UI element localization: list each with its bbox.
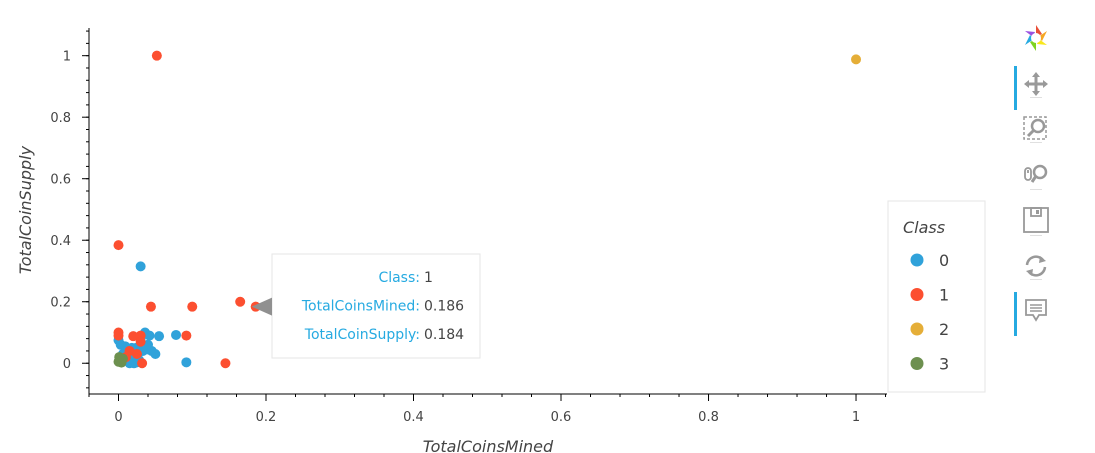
reset-tool-button[interactable] [1018, 250, 1054, 286]
y-tick-label: 0.6 [50, 173, 71, 188]
toolbar-separator [1030, 235, 1042, 236]
legend-label[interactable]: 1 [939, 286, 949, 305]
wheel-zoom-tool-button[interactable] [1018, 158, 1054, 194]
hover-icon [1022, 296, 1050, 328]
y-tick-label: 0.4 [50, 234, 71, 249]
toolbar[interactable] [1008, 22, 1068, 352]
data-point-class-3[interactable] [114, 352, 125, 363]
data-point-class-2[interactable] [851, 54, 862, 65]
box-zoom-icon [1022, 114, 1050, 146]
hover-tool-button[interactable] [1014, 292, 1054, 336]
data-point-class-1[interactable] [113, 330, 124, 341]
tooltip-value: 0.184 [424, 327, 464, 343]
reset-icon [1022, 252, 1050, 284]
data-point-class-0[interactable] [150, 349, 161, 360]
bokeh-logo-tool-button[interactable] [1018, 22, 1054, 58]
toolbar-separator [1030, 189, 1042, 190]
pan-tool-button[interactable] [1014, 66, 1054, 110]
data-point-class-0[interactable] [171, 329, 182, 340]
legend-label[interactable]: 3 [939, 355, 949, 374]
x-tick-label: 1 [852, 410, 860, 425]
data-point-class-0[interactable] [135, 261, 146, 272]
data-point-class-1[interactable] [151, 50, 162, 61]
data-point-class-1[interactable] [145, 301, 156, 312]
x-tick-label: 0 [114, 410, 122, 425]
data-point-class-1[interactable] [113, 240, 124, 251]
plot-background [89, 28, 887, 394]
scatter-points[interactable] [113, 50, 862, 369]
legend-marker[interactable] [910, 357, 924, 370]
data-point-class-1[interactable] [135, 336, 146, 347]
x-axis-title: TotalCoinsMined [423, 437, 554, 453]
legend[interactable]: Class 0 1 2 3 [887, 200, 986, 393]
tooltip-value: 1 [424, 270, 433, 286]
tooltip-value: 0.186 [424, 299, 464, 315]
legend-marker[interactable] [910, 288, 924, 301]
toolbar-separator [1030, 97, 1042, 98]
legend-label[interactable]: 0 [939, 251, 949, 270]
data-point-class-1[interactable] [137, 358, 148, 369]
data-point-class-1[interactable] [235, 296, 246, 307]
box-zoom-tool-button[interactable] [1018, 112, 1054, 148]
tooltip-key: TotalCoinsMined: [301, 299, 420, 315]
data-point-class-0[interactable] [181, 357, 192, 368]
data-point-class-1[interactable] [187, 301, 198, 312]
toolbar-separator [1030, 279, 1042, 280]
y-axis: 0 0.2 0.4 0.6 0.8 1 [50, 30, 89, 389]
bokeh-logo-icon [1019, 21, 1053, 59]
x-tick-label: 0.8 [698, 410, 719, 425]
tooltip-key: Class: [378, 270, 420, 286]
tooltip-pointer [251, 297, 272, 316]
y-tick-label: 1 [63, 50, 71, 65]
data-point-class-0[interactable] [144, 330, 155, 341]
legend-box [887, 200, 986, 393]
legend-marker[interactable] [910, 253, 924, 267]
y-axis-title: TotalCoinSupply [16, 145, 35, 274]
data-point-class-1[interactable] [128, 331, 139, 342]
save-tool-button[interactable] [1018, 204, 1054, 240]
data-point-class-1[interactable] [131, 349, 142, 360]
wheel-zoom-icon [1022, 160, 1050, 192]
y-tick-label: 0.8 [50, 111, 71, 126]
y-tick-label: 0 [63, 357, 71, 372]
data-point-class-0[interactable] [154, 331, 165, 342]
tooltip-box [271, 253, 481, 359]
pan-icon [1022, 70, 1050, 102]
tooltip-key: TotalCoinSupply: [304, 327, 420, 343]
toolbar-separator [1030, 142, 1042, 143]
y-tick-label: 0.2 [50, 296, 71, 311]
legend-title: Class [903, 218, 945, 237]
x-tick-label: 0.4 [403, 410, 424, 425]
x-tick-label: 0.2 [256, 410, 277, 425]
legend-marker[interactable] [910, 322, 924, 336]
data-point-class-1[interactable] [220, 358, 231, 369]
save-icon [1022, 206, 1050, 238]
plot-frame [88, 28, 887, 395]
data-point-class-1[interactable] [181, 330, 192, 341]
x-tick-label: 0.6 [551, 410, 572, 425]
x-axis: 0 0.2 0.4 0.6 0.8 1 [88, 394, 887, 425]
legend-label[interactable]: 2 [939, 320, 949, 339]
